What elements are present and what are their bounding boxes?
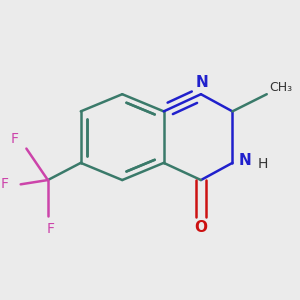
Text: F: F bbox=[11, 132, 19, 145]
Text: N: N bbox=[196, 75, 209, 90]
Text: H: H bbox=[257, 157, 268, 171]
Text: CH₃: CH₃ bbox=[270, 80, 293, 94]
Text: N: N bbox=[239, 152, 252, 167]
Text: O: O bbox=[194, 220, 207, 235]
Text: F: F bbox=[1, 177, 9, 191]
Text: F: F bbox=[47, 222, 55, 236]
